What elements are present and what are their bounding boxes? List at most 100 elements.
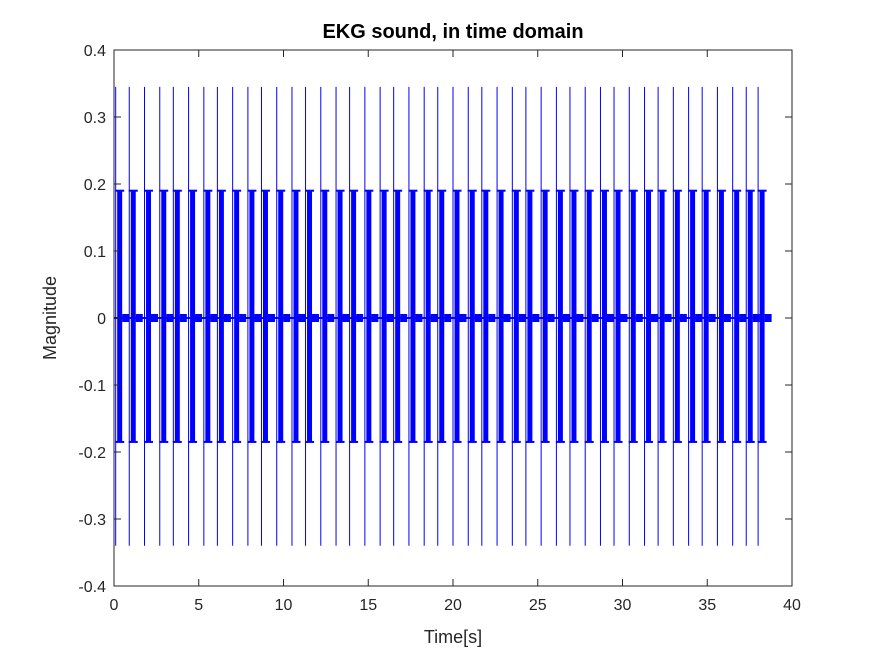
burst-tail xyxy=(752,314,760,322)
burst-block xyxy=(337,190,343,442)
burst-tail xyxy=(179,314,187,322)
burst-block xyxy=(425,190,431,442)
burst-block xyxy=(293,190,299,442)
burst-block xyxy=(395,190,401,442)
burst-block xyxy=(659,190,665,442)
burst-tail xyxy=(371,314,379,322)
burst-tail xyxy=(635,314,643,322)
burst-tail xyxy=(135,314,143,322)
y-tick-label: -0.4 xyxy=(78,579,106,596)
x-tick-label: 35 xyxy=(698,597,716,614)
chart-title: EKG sound, in time domain xyxy=(322,21,583,43)
burst-block xyxy=(117,190,123,442)
burst-tail xyxy=(488,314,496,322)
y-tick-label: 0.1 xyxy=(84,244,106,261)
burst-block xyxy=(571,190,577,442)
burst-block xyxy=(630,190,636,442)
burst-tail xyxy=(591,314,599,322)
burst-tail xyxy=(430,314,438,322)
x-tick-label: 0 xyxy=(110,597,119,614)
burst-tail xyxy=(532,314,540,322)
y-axis-label: Magnitude xyxy=(40,276,60,360)
burst-block xyxy=(381,190,387,442)
burst-tail xyxy=(400,314,408,322)
burst-tail xyxy=(298,314,306,322)
burst-tail xyxy=(356,314,364,322)
burst-block xyxy=(646,190,652,442)
burst-block xyxy=(527,190,533,442)
burst-tail xyxy=(474,314,482,322)
burst-block xyxy=(249,190,255,442)
burst-block xyxy=(205,190,211,442)
burst-tail xyxy=(327,314,335,322)
burst-block xyxy=(366,190,372,442)
burst-block xyxy=(557,190,563,442)
burst-tail xyxy=(386,314,394,322)
burst-block xyxy=(718,190,724,442)
burst-tail xyxy=(210,314,218,322)
burst-tail xyxy=(679,314,687,322)
burst-block xyxy=(601,190,607,442)
burst-tail xyxy=(122,314,130,322)
burst-block xyxy=(759,190,765,442)
burst-tail xyxy=(651,314,659,322)
burst-tail xyxy=(723,314,731,322)
burst-block xyxy=(454,190,460,442)
y-tick-label: -0.2 xyxy=(78,445,106,462)
y-tick-label: 0.2 xyxy=(84,177,106,194)
x-tick-label: 20 xyxy=(444,597,462,614)
burst-block xyxy=(586,190,592,442)
burst-tail xyxy=(695,314,703,322)
burst-tail xyxy=(547,314,555,322)
burst-block xyxy=(674,190,680,442)
burst-tail xyxy=(283,314,291,322)
burst-tail xyxy=(267,314,275,322)
burst-block xyxy=(513,190,519,442)
y-tick-label: -0.1 xyxy=(78,378,106,395)
burst-tail xyxy=(708,314,716,322)
burst-tail xyxy=(606,314,614,322)
burst-tail xyxy=(195,314,203,322)
burst-tail xyxy=(223,314,231,322)
burst-block xyxy=(307,190,313,442)
x-tick-label: 30 xyxy=(614,597,632,614)
x-tick-label: 25 xyxy=(529,597,547,614)
y-tick-label: 0 xyxy=(97,311,106,328)
burst-block xyxy=(351,190,357,442)
burst-block xyxy=(747,190,753,442)
x-tick-label: 40 xyxy=(783,597,801,614)
x-tick-label: 10 xyxy=(275,597,293,614)
x-tick-label: 15 xyxy=(359,597,377,614)
burst-tail xyxy=(342,314,350,322)
burst-tail xyxy=(664,314,672,322)
burst-tail xyxy=(764,314,772,322)
burst-block xyxy=(469,190,475,442)
y-tick-label: -0.3 xyxy=(78,512,106,529)
burst-block xyxy=(734,190,740,442)
burst-block xyxy=(690,190,696,442)
x-tick-label: 5 xyxy=(194,597,203,614)
burst-tail xyxy=(312,314,320,322)
burst-block xyxy=(703,190,709,442)
x-axis-ticks: 0 5 10 15 20 25 30 35 40 xyxy=(110,50,801,614)
burst-block xyxy=(498,190,504,442)
burst-block xyxy=(174,190,180,442)
burst-block xyxy=(218,190,224,442)
y-axis-ticks: -0.4 -0.3 -0.2 -0.1 0 0.1 0.2 0.3 0.4 xyxy=(78,43,792,596)
burst-tail xyxy=(620,314,628,322)
burst-tail xyxy=(166,314,174,322)
burst-block xyxy=(483,190,489,442)
y-tick-label: 0.3 xyxy=(84,110,106,127)
burst-tail xyxy=(739,314,747,322)
burst-block xyxy=(234,190,240,442)
burst-tail xyxy=(518,314,526,322)
burst-block xyxy=(322,190,328,442)
burst-tail xyxy=(151,314,159,322)
burst-block xyxy=(161,190,167,442)
burst-tail xyxy=(576,314,584,322)
burst-block xyxy=(190,190,196,442)
x-axis-label: Time[s] xyxy=(424,627,482,647)
burst-block xyxy=(439,190,445,442)
burst-block xyxy=(278,190,284,442)
